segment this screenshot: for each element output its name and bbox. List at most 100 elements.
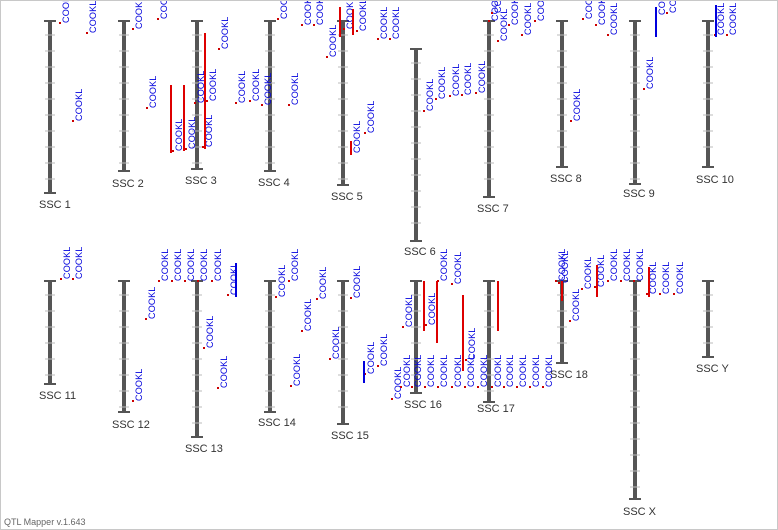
qtl-marker: [171, 280, 173, 282]
qtl-marker: [203, 347, 205, 349]
qtl-marker: [673, 293, 675, 295]
qtl-label: COOKL: [159, 1, 169, 19]
qtl-marker: [464, 386, 466, 388]
qtl-marker: [488, 20, 490, 22]
qtl-marker: [288, 104, 290, 106]
qtl-marker: [555, 280, 557, 282]
qtl-marker: [313, 24, 315, 26]
qtl-marker: [301, 24, 303, 26]
qtl-marker: [172, 150, 174, 152]
qtl-label: COOKL: [463, 62, 473, 95]
qtl-marker: [437, 386, 439, 388]
qtl-marker: [451, 283, 453, 285]
qtl-marker: [461, 94, 463, 96]
qtl-marker: [86, 32, 88, 34]
qtl-label: COOKL: [173, 248, 183, 281]
qtl-marker: [157, 18, 159, 20]
qtl-marker: [206, 100, 208, 102]
qtl-label: COOKL: [648, 261, 658, 294]
qtl-label: COOKL: [88, 1, 98, 33]
qtl-marker: [423, 110, 425, 112]
qtl-marker: [475, 92, 477, 94]
qtl-marker: [465, 359, 467, 361]
qtl-label: COOKL: [315, 1, 325, 25]
qtl-marker: [350, 297, 352, 299]
qtl-marker: [275, 296, 277, 298]
qtl-label: COOKL: [426, 354, 436, 387]
chromosome-label: SSC 15: [331, 430, 369, 442]
chromosome-label: SSC 4: [258, 177, 290, 189]
qtl-marker: [508, 24, 510, 26]
qtl-label: COOKL: [413, 354, 423, 387]
qtl-marker: [646, 293, 648, 295]
qtl-label: COOKL: [352, 265, 362, 298]
qtl-marker: [491, 386, 493, 388]
qtl-label: COOKL: [219, 355, 229, 388]
qtl-marker: [277, 18, 279, 20]
qtl-label: COOKL: [467, 327, 477, 360]
qtl-marker: [633, 280, 635, 282]
chromosome-label: SSC 17: [477, 403, 515, 415]
qtl-marker: [329, 358, 331, 360]
qtl-label: COOKL: [661, 261, 671, 294]
qtl-label: COOKL: [493, 1, 503, 13]
chromosome-label: SSC 13: [185, 443, 223, 455]
qtl-label: COOKL: [229, 262, 239, 295]
qtl-marker: [451, 386, 453, 388]
chromosome-label: SSC 3: [185, 175, 217, 187]
qtl-label: COOKL: [437, 66, 447, 99]
qtl-marker: [72, 120, 74, 122]
qtl-marker: [343, 28, 345, 30]
qtl-label: COOKL: [318, 266, 328, 299]
qtl-marker: [194, 102, 196, 104]
chromosome-label: SSC 5: [331, 191, 363, 203]
qtl-marker: [620, 280, 622, 282]
qtl-marker: [491, 12, 493, 14]
qtl-label: COOKL: [205, 315, 215, 348]
qtl-marker: [391, 398, 393, 400]
qtl-label: COOKL: [518, 354, 528, 387]
qtl-label: COOKL: [657, 1, 667, 15]
qtl-marker: [218, 48, 220, 50]
qtl-marker: [185, 148, 187, 150]
qtl-label: COOKL: [148, 75, 158, 108]
qtl-label: COOKL: [263, 72, 273, 105]
qtl-label: COOKL: [391, 6, 401, 39]
qtl-label: COOKL: [237, 70, 247, 103]
chromosome-label: SSC 9: [623, 188, 655, 200]
qtl-marker: [364, 132, 366, 134]
qtl-label: COOKL: [208, 68, 218, 101]
qtl-label: COOKL: [439, 354, 449, 387]
qtl-label: COOKL: [490, 1, 500, 21]
qtl-label: COOKL: [220, 16, 230, 49]
qtl-label: COOKL: [668, 1, 678, 13]
qtl-label: COOKL: [251, 68, 261, 101]
qtl-marker: [132, 28, 134, 30]
chromosome-label: SSC 8: [550, 173, 582, 185]
qtl-label: COOKL: [147, 286, 157, 319]
qtl-label: COOKL: [466, 354, 476, 387]
qtl-label: COOKL: [499, 8, 509, 41]
qtl-label: COOKL: [160, 248, 170, 281]
qtl-marker: [411, 386, 413, 388]
qtl-label: COOKL: [596, 254, 606, 287]
qtl-label: COOKL: [290, 248, 300, 281]
qtl-marker: [435, 98, 437, 100]
qtl-marker: [60, 278, 62, 280]
qtl-marker: [425, 324, 427, 326]
qtl-label: COOKL: [635, 248, 645, 281]
qtl-label: COOKL: [584, 1, 594, 19]
qtl-marker: [158, 280, 160, 282]
chromosome-label: SSC 14: [258, 417, 296, 429]
chromosome-label: SSC 18: [550, 369, 588, 381]
qtl-marker: [581, 288, 583, 290]
qtl-marker: [607, 280, 609, 282]
qtl-marker: [288, 280, 290, 282]
chromosome-label: SSC 12: [112, 419, 150, 431]
qtl-label: COOKL: [366, 341, 376, 374]
qtl-label: COOKL: [675, 261, 685, 294]
chromosome-label: SSC 10: [696, 174, 734, 186]
qtl-marker: [582, 18, 584, 20]
qtl-label: COOKL: [439, 248, 449, 281]
